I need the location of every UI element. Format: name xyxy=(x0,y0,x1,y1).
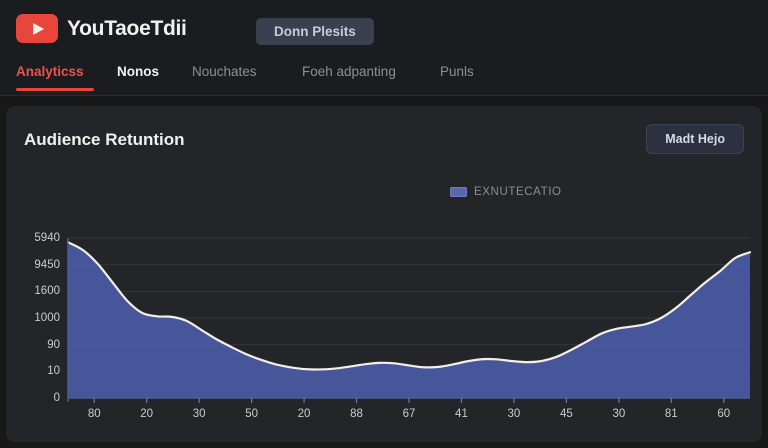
brand-name: YouTaoeTdii xyxy=(67,16,187,40)
tab-analyticss[interactable]: Analyticss xyxy=(16,64,84,79)
x-axis-tick: 88 xyxy=(350,408,363,420)
legend-label: EXNUTECATIO xyxy=(474,186,562,198)
madt-hejo-button[interactable]: Madt Hejo xyxy=(646,124,744,154)
x-axis-tick: 81 xyxy=(664,408,678,420)
audience-retention-card: Audience Retuntion Madt Hejo EXNUTECATIO… xyxy=(6,106,762,442)
x-axis-tick: 41 xyxy=(455,408,468,420)
x-axis-tick: 20 xyxy=(297,408,311,420)
x-axis-tick: 45 xyxy=(559,408,573,420)
x-axis-tick: 20 xyxy=(140,408,154,420)
chart-legend: EXNUTECATIO xyxy=(450,186,562,198)
y-axis-tick: 1000 xyxy=(34,312,60,324)
tab-active-underline xyxy=(16,88,94,91)
top-bar: YouTaoeTdii Donn Plesits xyxy=(0,0,768,56)
x-axis-tick: 30 xyxy=(507,408,521,420)
retention-chart: 5940 9450 1600 1000 90 10 0 80 20 30 50 20 88 67 41 30… xyxy=(6,106,762,442)
brand[interactable]: YouTaoeTdii xyxy=(16,14,187,43)
x-axis-tick: 30 xyxy=(192,408,206,420)
y-axis-tick: 9450 xyxy=(34,258,60,271)
chart-svg xyxy=(66,237,752,403)
y-axis-tick: 90 xyxy=(47,338,60,351)
x-axis-tick: 80 xyxy=(87,408,101,420)
tab-nonos[interactable]: Nonos xyxy=(117,64,159,79)
donn-plesits-button[interactable]: Donn Plesits xyxy=(256,18,374,45)
x-axis-tick: 60 xyxy=(717,408,731,420)
x-axis-tick: 30 xyxy=(612,408,626,420)
x-axis-tick: 50 xyxy=(245,408,258,420)
y-axis-tick: 5940 xyxy=(34,232,60,244)
y-axis-tick: 1600 xyxy=(34,285,60,298)
tab-bar: Analyticss Nonos Nouchates Foeh adpantin… xyxy=(0,56,768,96)
x-axis-tick: 67 xyxy=(402,408,416,420)
youtube-play-icon xyxy=(16,14,58,43)
card-title: Audience Retuntion xyxy=(24,130,185,149)
legend-swatch-icon xyxy=(450,187,467,197)
y-axis-tick: 0 xyxy=(53,392,60,404)
tab-foeh-adpanting[interactable]: Foeh adpanting xyxy=(302,64,396,79)
y-axis-tick: 10 xyxy=(47,365,60,378)
tab-punls[interactable]: Punls xyxy=(440,64,474,79)
tab-nouchates[interactable]: Nouchates xyxy=(192,64,257,79)
